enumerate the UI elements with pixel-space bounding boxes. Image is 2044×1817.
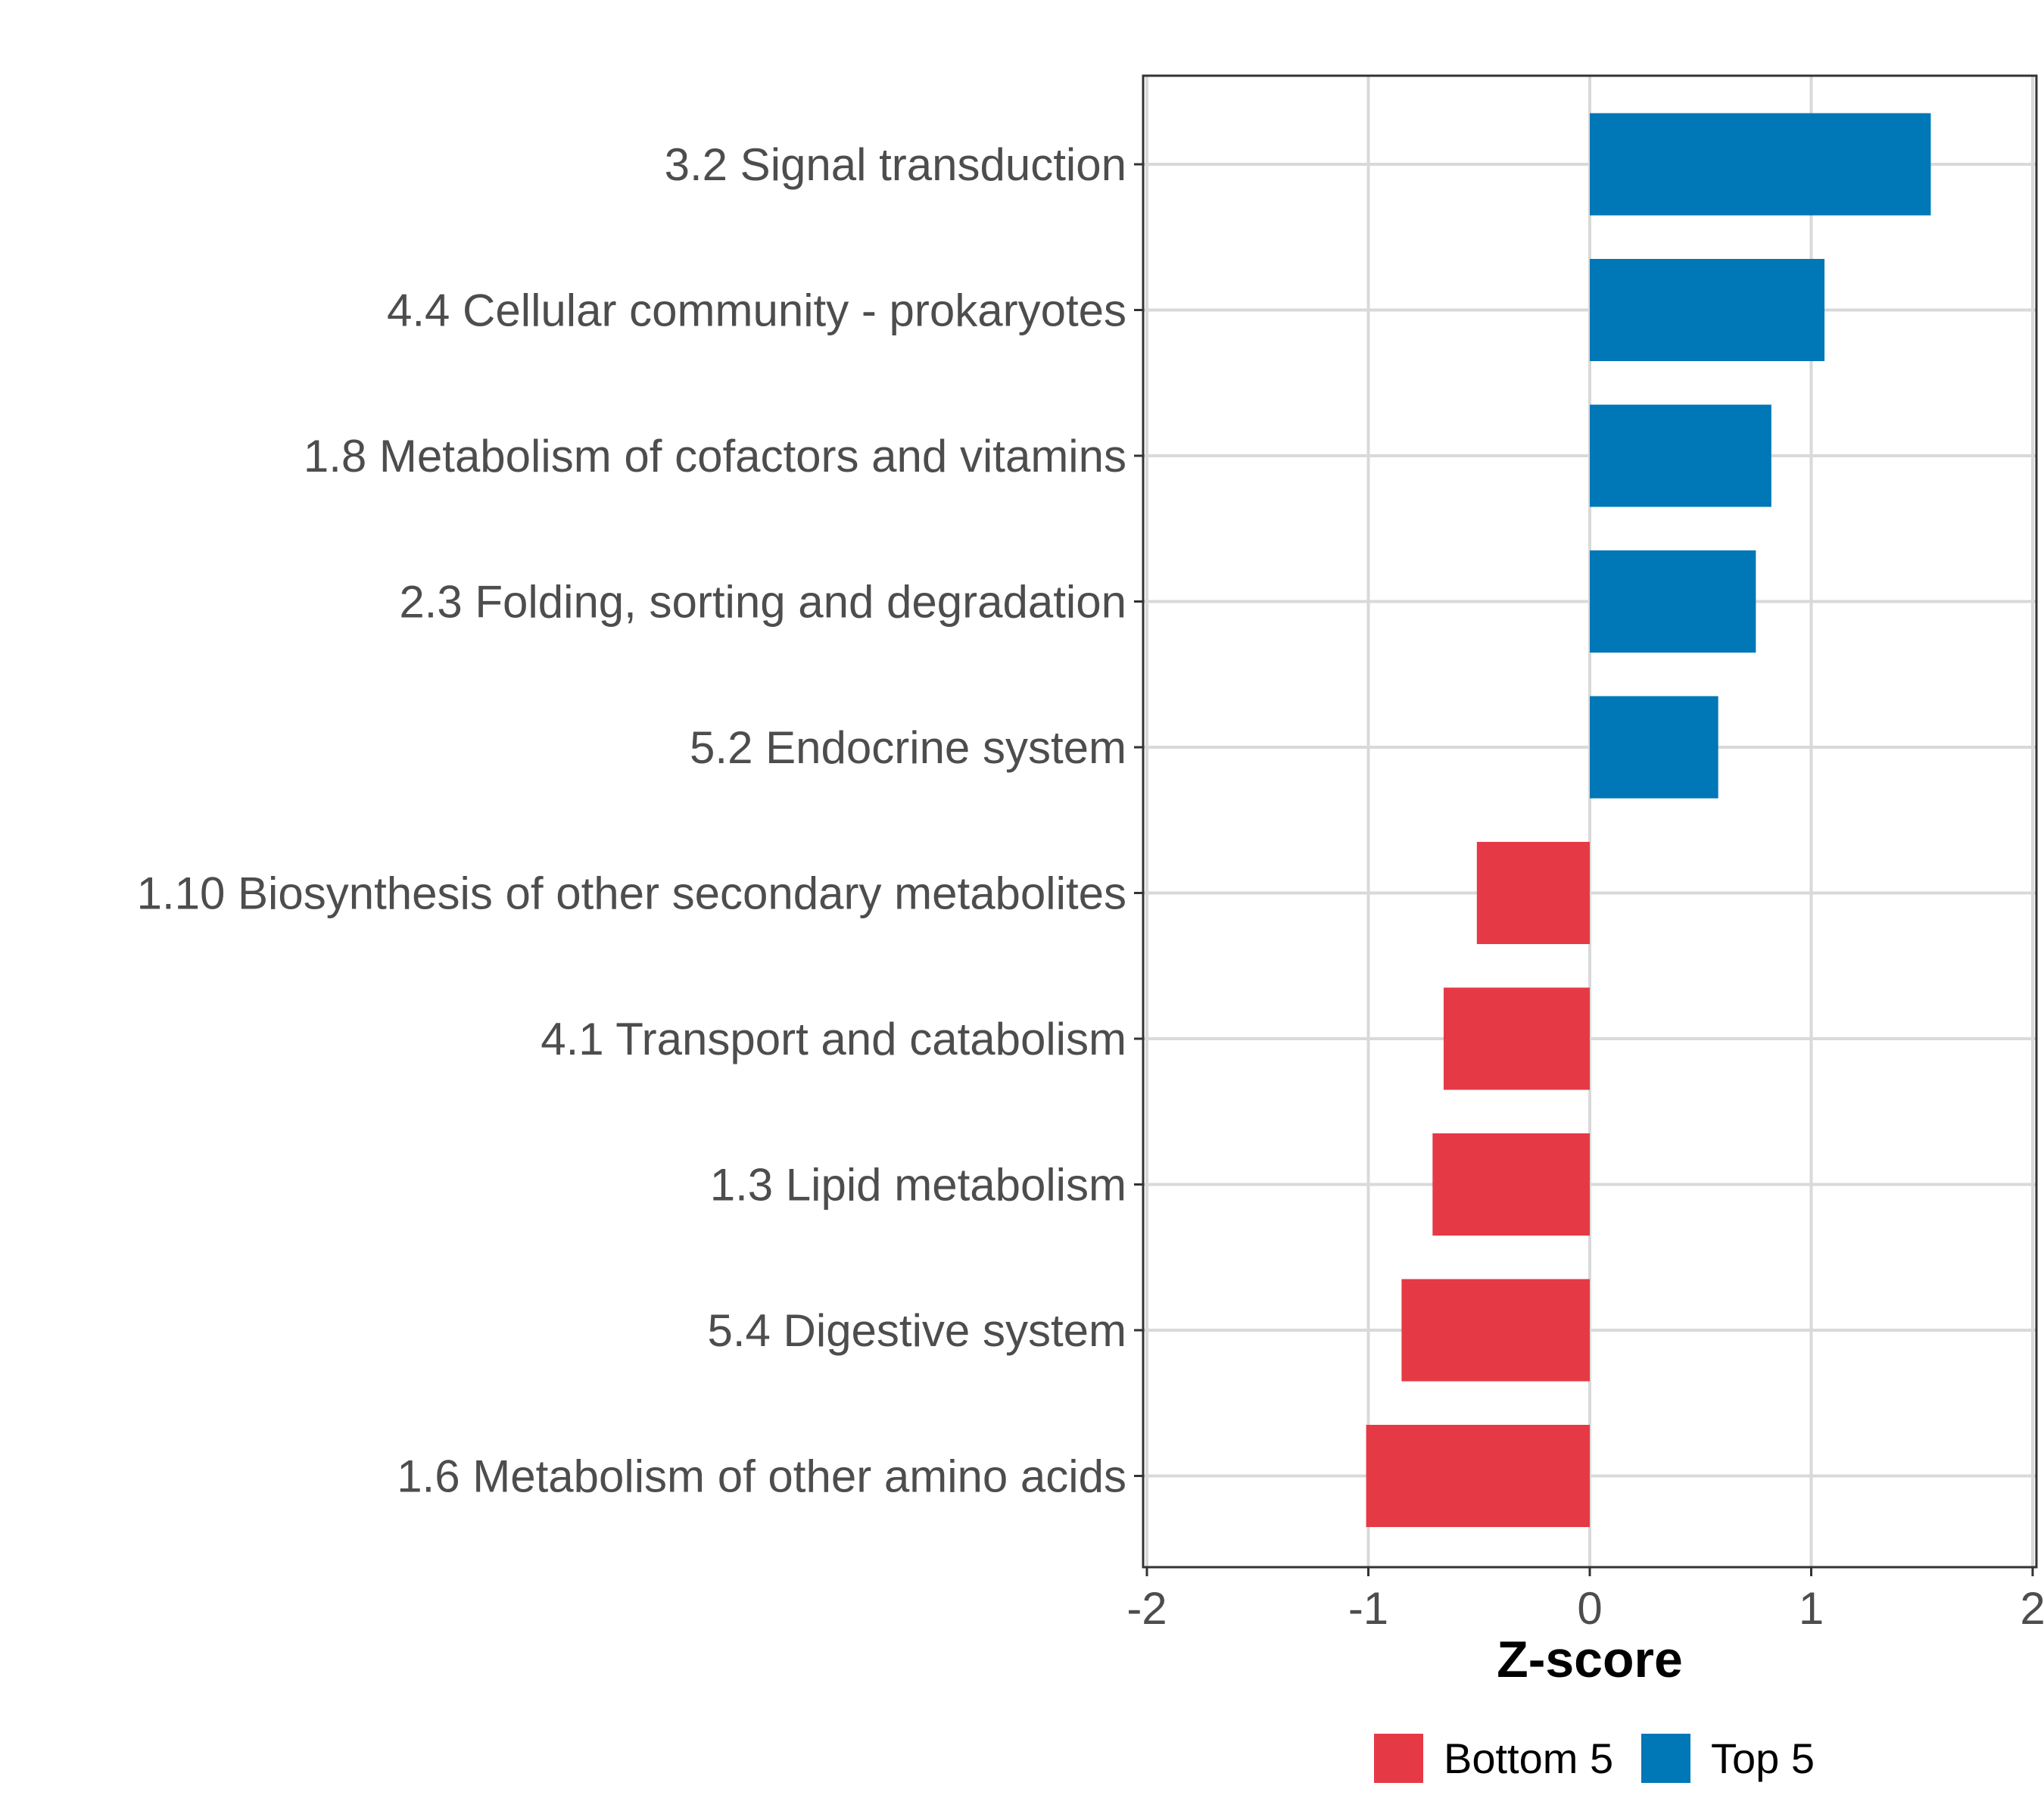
category-label: 4.4 Cellular community - prokaryotes [387,285,1126,336]
bar [1590,259,1825,361]
bar [1401,1279,1590,1382]
x-tick-label: 1 [1799,1583,1824,1634]
category-label: 1.10 Biosynthesis of other secondary met… [137,868,1126,919]
bar [1590,113,1931,216]
category-label: 1.3 Lipid metabolism [710,1160,1126,1211]
bar [1590,696,1718,799]
legend: Bottom 5 Top 5 [1374,1734,1815,1783]
category-label: 5.4 Digestive system [707,1305,1126,1356]
bar [1443,987,1590,1090]
category-label: 3.2 Signal transduction [665,139,1126,190]
x-tick-label: 0 [1577,1583,1602,1634]
y-axis-ticks: 3.2 Signal transduction 4.4 Cellular comm… [137,139,1143,1502]
legend-label-bottom-5: Bottom 5 [1444,1734,1613,1782]
legend-swatch-top-5 [1641,1734,1690,1783]
bar [1590,404,1771,507]
x-tick-label: 2 [2020,1583,2044,1634]
category-label: 4.1 Transport and catabolism [541,1014,1126,1064]
x-tick-label: -1 [1348,1583,1388,1634]
bar [1590,550,1756,653]
legend-label-top-5: Top 5 [1711,1734,1815,1782]
bar [1432,1133,1590,1236]
x-axis-ticks: -2 -1 0 1 2 [1126,1567,2044,1634]
category-label: 1.8 Metabolism of cofactors and vitamins [304,431,1126,482]
category-label: 5.2 Endocrine system [690,722,1126,773]
bars [1366,113,1931,1527]
bar [1476,842,1590,944]
x-axis-title: Z-score [1497,1631,1683,1688]
category-label: 2.3 Folding, sorting and degradation [399,577,1126,628]
bar [1366,1425,1590,1527]
legend-swatch-bottom-5 [1374,1734,1423,1783]
x-tick-label: -2 [1126,1583,1167,1634]
category-label: 1.6 Metabolism of other amino acids [397,1451,1126,1502]
